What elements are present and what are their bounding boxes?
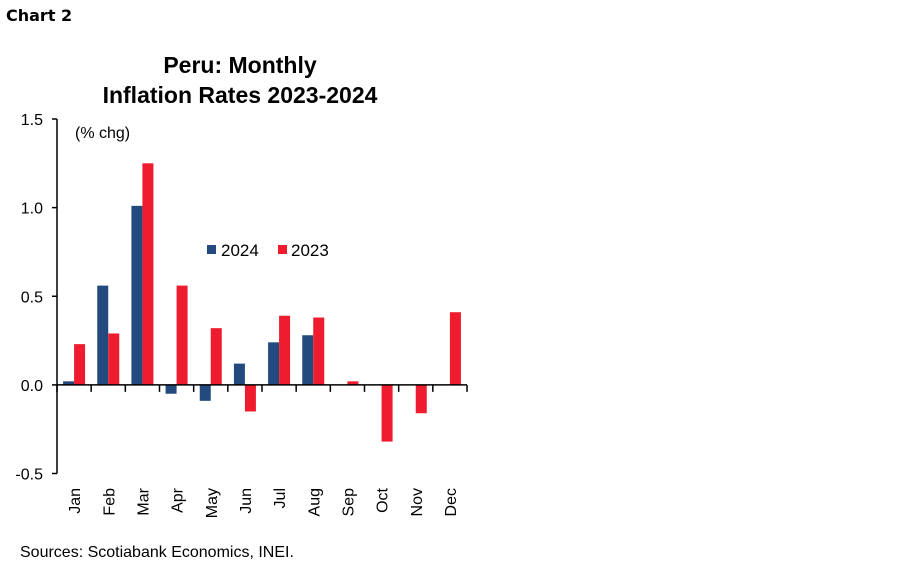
x-tick-label-dec: Dec: [443, 488, 460, 516]
y-tick-label: -0.5: [15, 467, 43, 484]
x-tick-label-may: May: [204, 488, 221, 518]
bar-2023-feb: [108, 333, 120, 385]
bar-2023-sep: [347, 381, 359, 385]
bar-2024-mar: [131, 205, 143, 385]
y-tick-label: 1.5: [21, 112, 43, 129]
bar-2023-aug: [313, 317, 325, 385]
y-tick-label: 0.0: [21, 378, 43, 395]
legend-swatch-2024: [207, 245, 216, 254]
x-tick-label-jun: Jun: [238, 488, 255, 514]
legend-label-2024: 2024: [221, 241, 259, 260]
bar-2024-jun: [233, 363, 245, 385]
bar-2023-may: [210, 328, 222, 385]
bar-2023-mar: [142, 163, 154, 385]
bar-2024-jan: [63, 381, 75, 385]
bar-2024-jul: [268, 342, 280, 385]
x-tick-label-sep: Sep: [340, 488, 357, 517]
x-tick-label-mar: Mar: [135, 487, 152, 515]
y-tick-label: 1.0: [21, 201, 43, 218]
bar-2024-apr: [165, 384, 177, 394]
bar-2024-may: [199, 384, 211, 401]
legend: 2024 2023: [207, 241, 329, 260]
bar-2023-apr: [176, 285, 188, 385]
legend-swatch-2023: [278, 245, 287, 254]
chart-title-line-1: Peru: Monthly: [163, 52, 317, 78]
bar-2023-jan: [74, 344, 86, 385]
source-note: Sources: Scotiabank Economics, INEI.: [20, 544, 294, 561]
x-tick-label-nov: Nov: [409, 488, 426, 516]
x-tick-label-feb: Feb: [101, 488, 118, 516]
x-tick-label-jan: Jan: [67, 488, 84, 514]
bar-2024-aug: [302, 335, 314, 385]
y-tick-label: 0.5: [21, 289, 43, 306]
x-tick-label-jul: Jul: [272, 488, 289, 508]
bar-2024-feb: [97, 285, 109, 385]
bar-2023-jul: [279, 315, 291, 385]
x-tick-label-aug: Aug: [306, 488, 323, 516]
legend-label-2023: 2023: [291, 241, 329, 260]
x-tick-label-apr: Apr: [170, 487, 187, 513]
bar-2023-jun: [244, 384, 256, 412]
bar-2023-oct: [381, 384, 393, 442]
y-axis-unit-label: (% chg): [75, 125, 130, 142]
x-tick-label-oct: Oct: [375, 487, 392, 512]
chart-label: Chart 2: [6, 6, 73, 25]
bar-2023-dec: [449, 312, 461, 385]
bar-2023-nov: [415, 384, 427, 414]
chart-title-line-2: Inflation Rates 2023-2024: [103, 82, 378, 108]
